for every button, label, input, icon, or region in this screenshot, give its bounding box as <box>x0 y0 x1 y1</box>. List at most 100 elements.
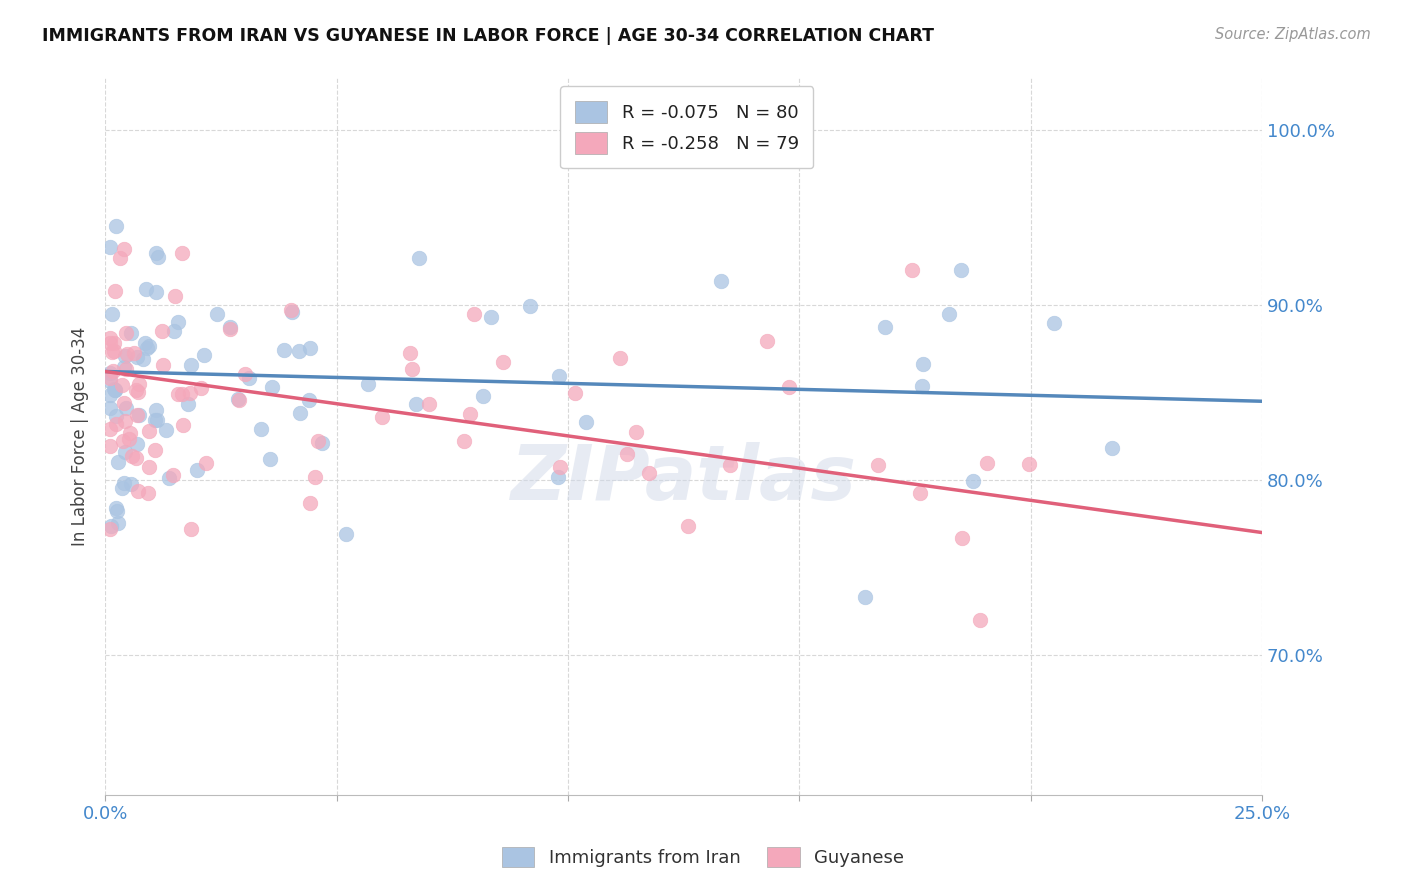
Point <box>901 263 924 277</box>
Point <box>114 349 136 363</box>
Point <box>172 245 194 260</box>
Point <box>405 397 427 411</box>
Point <box>135 341 157 355</box>
Point <box>138 424 160 438</box>
Point <box>180 358 202 372</box>
Text: IMMIGRANTS FROM IRAN VS GUYANESE IN LABOR FORCE | AGE 30-34 CORRELATION CHART: IMMIGRANTS FROM IRAN VS GUYANESE IN LABO… <box>42 27 934 45</box>
Point <box>145 402 167 417</box>
Point <box>105 500 128 515</box>
Point <box>120 426 142 441</box>
Point <box>1101 441 1123 455</box>
Point <box>307 434 329 449</box>
Point <box>458 408 481 422</box>
Legend: R = -0.075   N = 80, R = -0.258   N = 79: R = -0.075 N = 80, R = -0.258 N = 79 <box>561 87 813 169</box>
Point <box>575 415 598 429</box>
Point <box>180 522 202 536</box>
Point <box>138 338 160 352</box>
Point <box>564 386 586 401</box>
Point <box>401 361 423 376</box>
Point <box>107 455 129 469</box>
Point <box>163 288 186 302</box>
Point <box>678 518 700 533</box>
Point <box>855 591 877 605</box>
Point <box>609 351 631 365</box>
Point <box>911 378 934 392</box>
Point <box>115 401 138 416</box>
Point <box>120 326 142 340</box>
Point <box>250 422 273 436</box>
Point <box>162 324 184 338</box>
Point <box>155 423 177 437</box>
Point <box>124 451 146 466</box>
Point <box>114 414 136 428</box>
Point <box>638 466 661 480</box>
Point <box>298 341 321 355</box>
Point <box>104 417 127 432</box>
Point <box>118 433 141 447</box>
Point <box>104 383 127 397</box>
Point <box>288 343 311 358</box>
Point <box>280 302 302 317</box>
Point <box>103 335 125 350</box>
Point <box>127 484 149 499</box>
Text: Source: ZipAtlas.com: Source: ZipAtlas.com <box>1215 27 1371 42</box>
Point <box>114 362 136 376</box>
Point <box>1043 316 1066 330</box>
Point <box>98 335 121 350</box>
Point <box>418 397 440 411</box>
Point <box>145 245 167 260</box>
Point <box>167 315 190 329</box>
Point <box>98 366 121 380</box>
Point <box>228 392 250 406</box>
Point <box>873 319 896 334</box>
Point <box>262 379 284 393</box>
Point <box>172 417 194 432</box>
Point <box>969 613 991 627</box>
Point <box>311 436 333 450</box>
Point <box>111 482 134 496</box>
Point <box>756 334 779 348</box>
Point <box>519 299 541 313</box>
Point <box>112 242 135 256</box>
Point <box>162 468 184 483</box>
Point <box>228 393 250 408</box>
Text: ZIPatlas: ZIPatlas <box>510 442 856 516</box>
Point <box>288 406 311 420</box>
Point <box>152 358 174 372</box>
Point <box>298 496 321 510</box>
Point <box>976 456 998 470</box>
Point <box>125 437 148 451</box>
Point <box>105 409 128 423</box>
Point <box>100 519 122 533</box>
Point <box>98 401 121 416</box>
Point <box>111 378 134 392</box>
Point <box>98 370 121 384</box>
Point <box>177 397 200 411</box>
Point <box>479 310 502 325</box>
Point <box>548 460 571 475</box>
Point <box>103 383 125 397</box>
Point <box>949 263 972 277</box>
Point <box>143 413 166 427</box>
Point <box>357 376 380 391</box>
Point <box>104 284 127 298</box>
Point <box>471 389 494 403</box>
Point <box>98 331 121 345</box>
Point <box>98 374 121 388</box>
Point <box>219 322 242 336</box>
Point <box>194 456 217 470</box>
Point <box>219 319 242 334</box>
Point <box>371 409 394 424</box>
Point <box>115 326 138 341</box>
Point <box>179 385 201 400</box>
Point <box>128 409 150 423</box>
Point <box>624 425 647 439</box>
Point <box>128 377 150 392</box>
Point <box>105 503 128 517</box>
Point <box>938 307 960 321</box>
Point <box>962 474 984 488</box>
Point <box>1018 457 1040 471</box>
Point <box>150 324 173 338</box>
Point <box>304 469 326 483</box>
Point <box>143 443 166 458</box>
